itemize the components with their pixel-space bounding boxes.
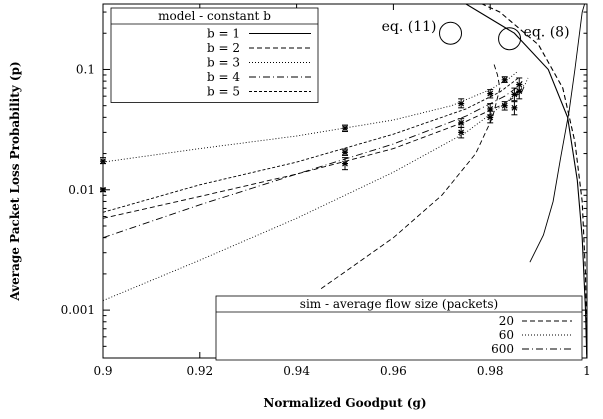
x-tick-label: 0.9 [93,364,112,378]
sim-point-marker [511,104,518,111]
sim-point-marker [458,119,465,126]
model-legend-label: b = 4 [207,70,240,84]
sim-point-8 [458,126,465,139]
model-curve-2 [320,64,501,290]
sim-legend-label: 20 [499,314,514,328]
sim-point-13 [501,101,508,111]
x-axis-label: Normalized Goodput (g) [263,396,426,410]
circle-annotations: eq. (11) eq. (8) [382,19,570,51]
sim-point-3 [342,124,348,133]
y-tick-label: 0.1 [76,62,95,76]
sim-point-7 [458,118,465,128]
model-legend-label: b = 2 [207,41,240,55]
sim-point-marker [487,90,494,97]
bound-curve-2 [480,4,587,358]
sim-point-15 [511,101,518,116]
sim-point-marker [487,114,494,121]
sim-point-marker [501,102,508,109]
model-legend-title: model - constant b [158,9,271,23]
sim-legend-box [215,295,583,361]
x-tick-label: 0.96 [380,364,407,378]
sim-point-4 [342,148,348,156]
model-legend: model - constant b b = 1b = 2b = 3b = 4b … [110,7,319,103]
sim-point-marker [516,88,523,95]
sim-point-marker [458,100,465,107]
annotation-circle-1 [439,21,463,45]
sim-point-6 [458,98,465,109]
sim-point-marker [342,149,348,156]
legends: model - constant b b = 1b = 2b = 3b = 4b … [110,7,583,361]
sim-legend-title: sim - average flow size (packets) [300,297,498,311]
y-tick-label: 0.01 [68,183,95,197]
x-tick-label: 1 [583,364,591,378]
model-curve-5 [103,77,519,213]
model-curve-4 [103,80,523,239]
sim-point-marker [511,91,518,98]
model-legend-label: b = 1 [207,27,240,41]
sim-point-marker [342,125,348,132]
sim-point-12 [501,76,508,83]
y-tick-label: 0.001 [61,303,95,317]
sim-point-9 [487,89,494,99]
annotation-label-1: eq. (11) [382,19,437,35]
annotation-label-2: eq. (8) [524,25,570,41]
model-legend-label: b = 5 [207,85,240,99]
axis-ticks: 0.9 0.92 0.94 0.96 0.98 1 0.001 0.01 0.1 [61,4,591,378]
sim-point-11 [487,110,494,124]
model-curve-3 [103,77,529,302]
sim-point-marker [458,129,465,136]
sim-point-marker [501,76,508,83]
sim-legend-label: 60 [499,328,514,342]
annotation-circle-2 [498,27,522,51]
sim-point-17 [516,83,523,100]
sim-legend-label: 600 [491,342,514,356]
x-tick-label: 0.92 [186,364,213,378]
model-legend-label: b = 3 [207,56,240,70]
sim-point-5 [342,157,348,171]
x-tick-label: 0.98 [477,364,504,378]
sim-point-14 [511,87,518,102]
model-curve-1 [529,4,586,263]
sim-point-marker [342,160,348,167]
sim-point-marker [487,105,494,112]
y-axis-label: Average Packet Loss Probability (p) [8,61,22,301]
x-tick-label: 0.94 [283,364,310,378]
